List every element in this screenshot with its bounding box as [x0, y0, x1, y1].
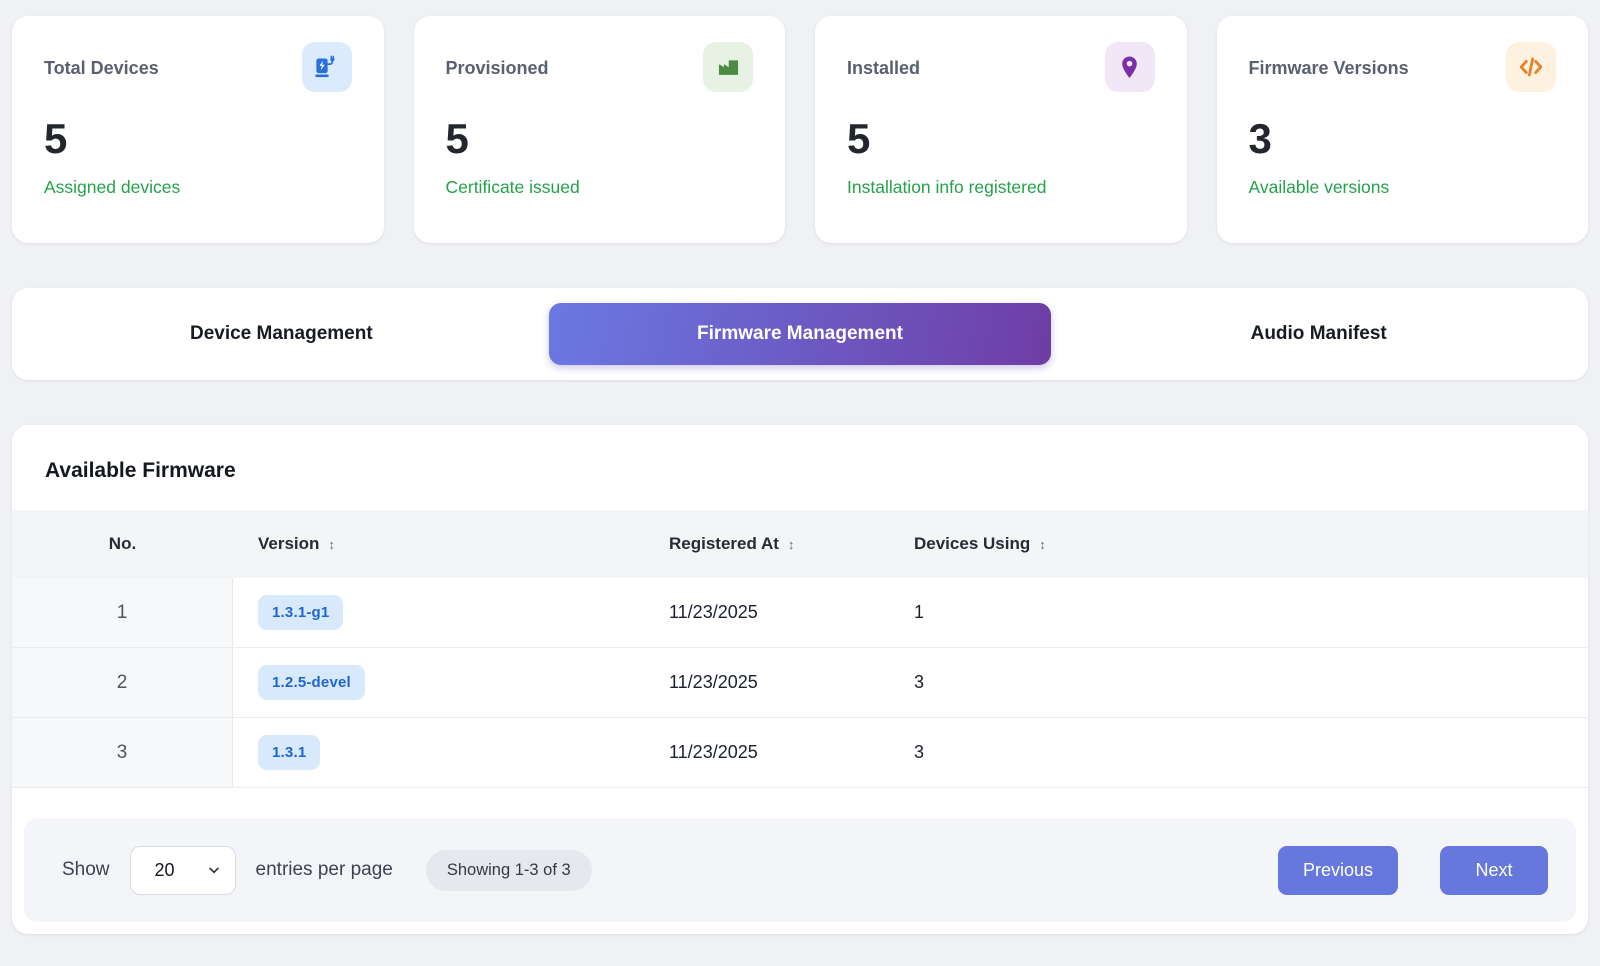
stat-value: 5	[44, 115, 68, 162]
stat-label: Total Devices	[44, 58, 159, 78]
version-badge[interactable]: 1.3.1-g1	[258, 595, 344, 630]
showing-range-badge: Showing 1-3 of 3	[425, 849, 592, 891]
page-size-value: 20	[154, 859, 175, 880]
column-header-no: No.	[108, 534, 137, 553]
table-row: 3 1.3.1 11/23/2025 3	[12, 718, 1588, 788]
table-title: Available Firmware	[45, 459, 236, 482]
stat-value: 3	[1248, 115, 1272, 162]
devices-using-value: 1	[914, 602, 925, 622]
stat-subtitle: Installation info registered	[847, 177, 1047, 197]
column-header-registered-at[interactable]: Registered At ↕	[669, 534, 795, 553]
version-badge[interactable]: 1.2.5-devel	[258, 665, 365, 700]
show-label: Show	[62, 859, 110, 880]
sort-arrows-icon[interactable]: ↕	[1039, 536, 1046, 552]
previous-button[interactable]: Previous	[1278, 845, 1398, 895]
page-size-select[interactable]: 20	[129, 845, 236, 895]
factory-icon	[703, 42, 753, 92]
column-header-devices-using[interactable]: Devices Using ↕	[914, 534, 1046, 553]
registered-at-value: 11/23/2025	[669, 742, 758, 762]
stat-label: Provisioned	[445, 58, 549, 78]
registered-at-value: 11/23/2025	[669, 672, 758, 692]
tab-device-management[interactable]: Device Management	[189, 323, 373, 344]
stat-subtitle: Certificate issued	[445, 177, 580, 197]
version-badge[interactable]: 1.3.1	[258, 735, 321, 770]
stat-subtitle: Available versions	[1248, 177, 1390, 197]
stat-value: 5	[847, 115, 871, 162]
available-firmware-card: Available Firmware No. Version ↕ Registe…	[12, 425, 1588, 934]
devices-using-value: 3	[914, 672, 925, 692]
next-button[interactable]: Next	[1440, 845, 1548, 895]
table-row: 2 1.2.5-devel 11/23/2025 3	[12, 648, 1588, 718]
table-row: 1 1.3.1-g1 11/23/2025 1	[12, 578, 1588, 648]
row-number: 1	[12, 578, 233, 647]
stat-subtitle: Assigned devices	[44, 177, 181, 197]
chevron-down-icon	[208, 867, 219, 874]
stat-value: 5	[445, 115, 469, 162]
sort-arrows-icon[interactable]: ↕	[787, 536, 795, 552]
stats-row: Total Devices 5 Assigned devices Provisi…	[12, 16, 1588, 243]
pagination-bar: Show 20 entries per page Showing 1-3 of …	[24, 818, 1576, 922]
sort-arrows-icon[interactable]: ↕	[328, 536, 335, 552]
stat-card-firmware-versions: Firmware Versions 3 Available versions	[1216, 16, 1588, 243]
ev-charging-station-icon	[301, 42, 352, 92]
stat-label: Installed	[847, 58, 921, 78]
tab-bar: Device Management Firmware Management Au…	[12, 288, 1588, 380]
stat-card-installed: Installed 5 Installation info registered	[815, 16, 1187, 243]
tab-audio-manifest[interactable]: Audio Manifest	[1250, 323, 1387, 344]
tab-firmware-management[interactable]: Firmware Management	[548, 303, 1052, 365]
code-icon	[1506, 42, 1556, 92]
row-number: 2	[12, 648, 233, 717]
location-pin-icon	[1104, 42, 1155, 92]
registered-at-value: 11/23/2025	[669, 602, 758, 622]
stat-label: Firmware Versions	[1248, 58, 1409, 78]
row-number: 3	[12, 718, 233, 787]
column-header-version[interactable]: Version ↕	[258, 534, 335, 553]
entries-per-page-label: entries per page	[255, 859, 393, 880]
stat-card-provisioned: Provisioned 5 Certificate issued	[413, 16, 785, 243]
stat-card-total-devices: Total Devices 5 Assigned devices	[12, 16, 384, 243]
devices-using-value: 3	[914, 742, 925, 762]
table-header-row: No. Version ↕ Registered At ↕ Devices Us…	[12, 510, 1588, 578]
